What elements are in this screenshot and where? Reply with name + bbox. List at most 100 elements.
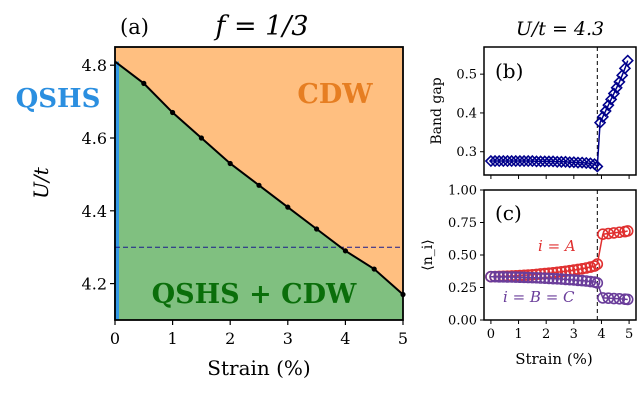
band-gap-point [542, 155, 556, 168]
boundary-point [256, 182, 262, 188]
series-point-1 [489, 270, 501, 283]
qshs-label: QSHS [16, 84, 101, 114]
band-gap-point [493, 154, 506, 168]
band-gap-point [621, 54, 634, 67]
y-tick-label: 4.4 [82, 202, 107, 221]
series-point-1 [559, 273, 572, 286]
x-tick-label: 1 [514, 327, 522, 342]
y-tick-label: 4.6 [82, 129, 107, 148]
band-gap-point [509, 154, 522, 168]
series-point-1 [530, 271, 543, 284]
x-tick-label: 4 [340, 329, 350, 348]
x-axis-label: Strain (%) [515, 350, 593, 368]
series-point-1 [534, 272, 547, 284]
y-tick-label: 0.75 [448, 216, 477, 231]
series-point-0 [591, 258, 604, 270]
y-tick-label: 1.00 [448, 184, 477, 199]
x-tick-label: 0 [110, 329, 120, 348]
series-point-0 [621, 225, 634, 237]
series-label-a: i = A [538, 237, 576, 255]
series-point-1 [526, 271, 539, 284]
series-point-1 [584, 275, 597, 288]
series-point-1 [514, 271, 526, 284]
y-axis-label: U/t [29, 166, 53, 199]
series-point-1 [580, 275, 593, 287]
series-point-0 [597, 228, 609, 240]
band-gap-point [530, 155, 543, 168]
panel-a-letter: (a) [120, 15, 149, 39]
x-axis-label: Strain (%) [207, 356, 310, 380]
series-point-1 [522, 271, 535, 284]
panel-b-letter: (b) [495, 59, 523, 83]
panel-a-title: f = 1/3 [213, 11, 308, 42]
band-gap-point [571, 156, 585, 169]
series-point-1 [621, 293, 634, 306]
x-tick-label: 0 [487, 327, 495, 342]
panel-a-chart: 0 1 2 3 4 5 4.2 4.4 4.6 4.8 Strain (%) U/t (a) f = 1/… [16, 11, 408, 380]
series-point-0 [613, 226, 626, 239]
boundary-point [227, 160, 233, 167]
series-point-0 [572, 263, 584, 276]
series-point-1 [547, 272, 559, 285]
series-point-0 [576, 262, 588, 275]
band-gap-point [546, 155, 560, 168]
band-gap-point [559, 155, 572, 168]
x-tick-label: 2 [225, 329, 235, 348]
qshs-strip [114, 61, 119, 321]
series-point-1 [568, 274, 580, 286]
y-axis-label: Band gap [429, 77, 445, 144]
x-tick-label: 3 [570, 327, 578, 342]
series-point-0 [608, 227, 620, 239]
panel-b-title: U/t = 4.3 [516, 18, 604, 40]
series-point-1 [505, 271, 518, 283]
series-point-1 [591, 277, 604, 289]
boundary-point [285, 204, 291, 210]
y-tick-label: 0.00 [448, 314, 477, 329]
series-point-1 [493, 271, 506, 283]
cdw-label: CDW [297, 79, 373, 110]
band-gap-point [534, 155, 547, 168]
cdw-region [115, 47, 403, 295]
series-point-0 [588, 260, 601, 272]
band-gap-point [618, 62, 632, 75]
y-tick-label: 0.50 [448, 249, 477, 264]
y-tick-label: 0.4 [456, 106, 477, 121]
boundary-point [371, 266, 377, 272]
panel-b-frame [483, 46, 637, 176]
boundary-point [170, 109, 176, 116]
boundary-point [314, 226, 320, 232]
x-tick-label: 5 [398, 329, 408, 348]
series-point-1 [597, 292, 609, 304]
series-label-bc: i = B = C [503, 288, 575, 306]
band-gap-point [555, 155, 568, 168]
boundary-point [198, 135, 204, 141]
y-tick-label: 4.2 [82, 275, 107, 294]
y-tick-label: 0.25 [448, 281, 477, 296]
series-point-1 [608, 292, 620, 305]
series-point-0 [580, 262, 593, 274]
series-point-0 [602, 227, 615, 240]
x-tick-label: 2 [542, 327, 550, 342]
band-gap-point [580, 156, 593, 170]
y-tick-label: 4.8 [82, 56, 107, 75]
series-point-1 [563, 273, 576, 286]
series-point-1 [576, 274, 588, 287]
panel-a-frame [114, 46, 404, 321]
series-point-1 [485, 270, 497, 283]
band-gap-point [501, 154, 514, 168]
qshs-cdw-label: QSHS + CDW [152, 279, 357, 310]
series-point-1 [555, 273, 568, 285]
series-point-1 [497, 271, 510, 283]
band-gap-point [567, 156, 580, 169]
series-point-1 [518, 271, 530, 284]
band-gap-point [563, 156, 576, 169]
band-gap-point [591, 160, 604, 173]
panel-c-chart: 0 1 2 3 4 5 0.00 0.25 0.50 0.75 1.00 Strain (%) ⟨n_i… [420, 184, 637, 368]
band-gap-point [584, 157, 597, 170]
boundary-point [141, 80, 147, 86]
series-point-1 [543, 272, 555, 285]
panel-c-letter: (c) [495, 201, 522, 225]
x-tick-label: 1 [168, 329, 178, 348]
y-tick-label: 0.3 [456, 145, 477, 160]
boundary-point [342, 248, 348, 254]
